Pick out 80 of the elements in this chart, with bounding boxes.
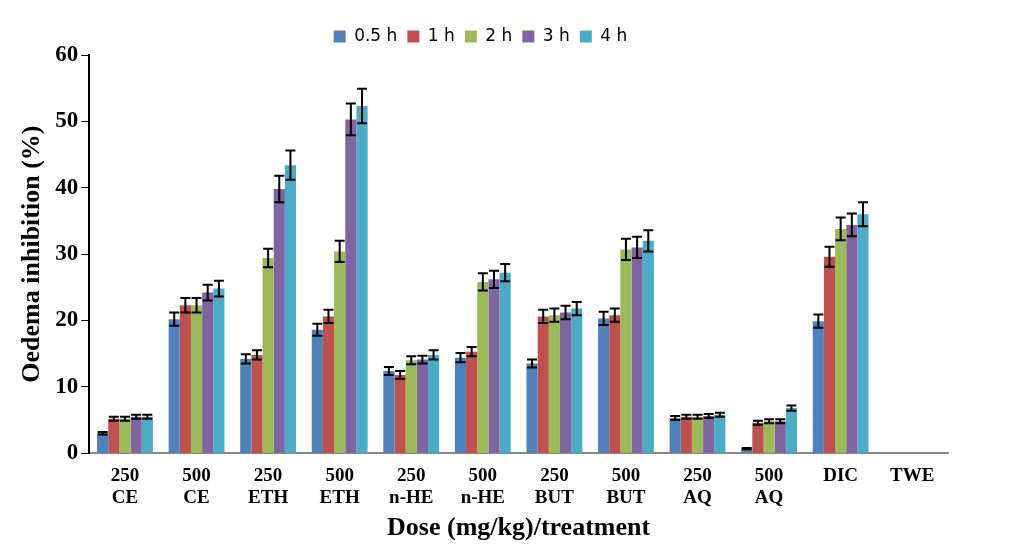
bar [620, 249, 632, 453]
bar [383, 370, 395, 453]
bar [311, 329, 323, 453]
bar [454, 357, 467, 453]
y-tick-label: 30 [55, 240, 79, 266]
bar [598, 318, 610, 453]
bar [405, 360, 417, 453]
bar [526, 363, 538, 453]
bar [714, 414, 726, 453]
legend-label: 4 h [600, 24, 628, 45]
x-tick-label: 250 CE [110, 463, 140, 508]
bar [488, 279, 500, 453]
y-tick-label: 40 [55, 173, 79, 199]
bar [571, 308, 583, 453]
bar [774, 421, 786, 453]
bar [609, 315, 621, 453]
x-tick-label: 500 BUT [606, 463, 646, 508]
bar [251, 354, 263, 453]
x-tick-label: 500 CE [182, 463, 211, 508]
x-axis-title: Dose (mg/kg)/treatment [387, 512, 651, 542]
bar [846, 224, 858, 453]
bar [537, 316, 549, 453]
bar [763, 421, 775, 453]
bar [179, 305, 191, 453]
y-tick-label: 20 [55, 306, 79, 332]
bar [213, 288, 225, 453]
bar [190, 305, 203, 453]
y-tick-label: 60 [55, 40, 79, 66]
bar [631, 247, 643, 453]
x-tick-label: 250 n-HE [389, 463, 434, 508]
x-tick-label: DIC [823, 463, 859, 485]
y-tick-label: 0 [66, 439, 79, 465]
bar [428, 354, 440, 453]
legend-label: 2 h [485, 24, 513, 45]
bar [108, 418, 120, 453]
bar [680, 416, 692, 453]
bar [141, 416, 153, 453]
bar [168, 319, 180, 453]
legend-label: 0.5 h [354, 24, 398, 45]
bar [823, 256, 836, 453]
y-tick-label: 50 [55, 107, 79, 133]
bar [345, 119, 357, 453]
bar [240, 358, 252, 453]
legend-label: 3 h [542, 24, 570, 45]
x-tick-label: 250 AQ [683, 463, 712, 508]
x-tick-label: TWE [890, 463, 935, 485]
bar [416, 359, 428, 453]
bar [322, 316, 335, 453]
x-tick-label: 500 AQ [754, 463, 784, 508]
x-tick-label: 250 ETH [248, 463, 289, 508]
x-tick-label: 500 ETH [319, 463, 360, 508]
bar [559, 312, 572, 453]
bar [130, 416, 142, 453]
bar [499, 272, 511, 453]
bar [477, 281, 489, 453]
bar [812, 321, 824, 453]
bar [752, 422, 764, 453]
bar [334, 251, 346, 453]
bar [642, 240, 654, 453]
bar [548, 315, 560, 453]
y-tick-label: 10 [55, 372, 79, 398]
bar [119, 418, 131, 453]
bar [669, 418, 681, 453]
bar [394, 374, 406, 453]
legend-label: 1 h [427, 24, 455, 45]
bar [785, 408, 797, 453]
bar [262, 258, 274, 453]
bar [284, 165, 297, 453]
bar [857, 214, 869, 453]
x-tick-label: 500 n-HE [460, 463, 505, 508]
bar [202, 292, 214, 453]
bar [273, 189, 285, 453]
bar [703, 416, 715, 453]
bar [466, 351, 478, 453]
bar [356, 106, 368, 453]
bar [97, 433, 109, 453]
x-tick-label: 250 BUT [534, 463, 575, 508]
bar [691, 416, 704, 453]
y-axis-title: Oedema inhibition (%) [16, 125, 46, 383]
bar [835, 228, 847, 453]
